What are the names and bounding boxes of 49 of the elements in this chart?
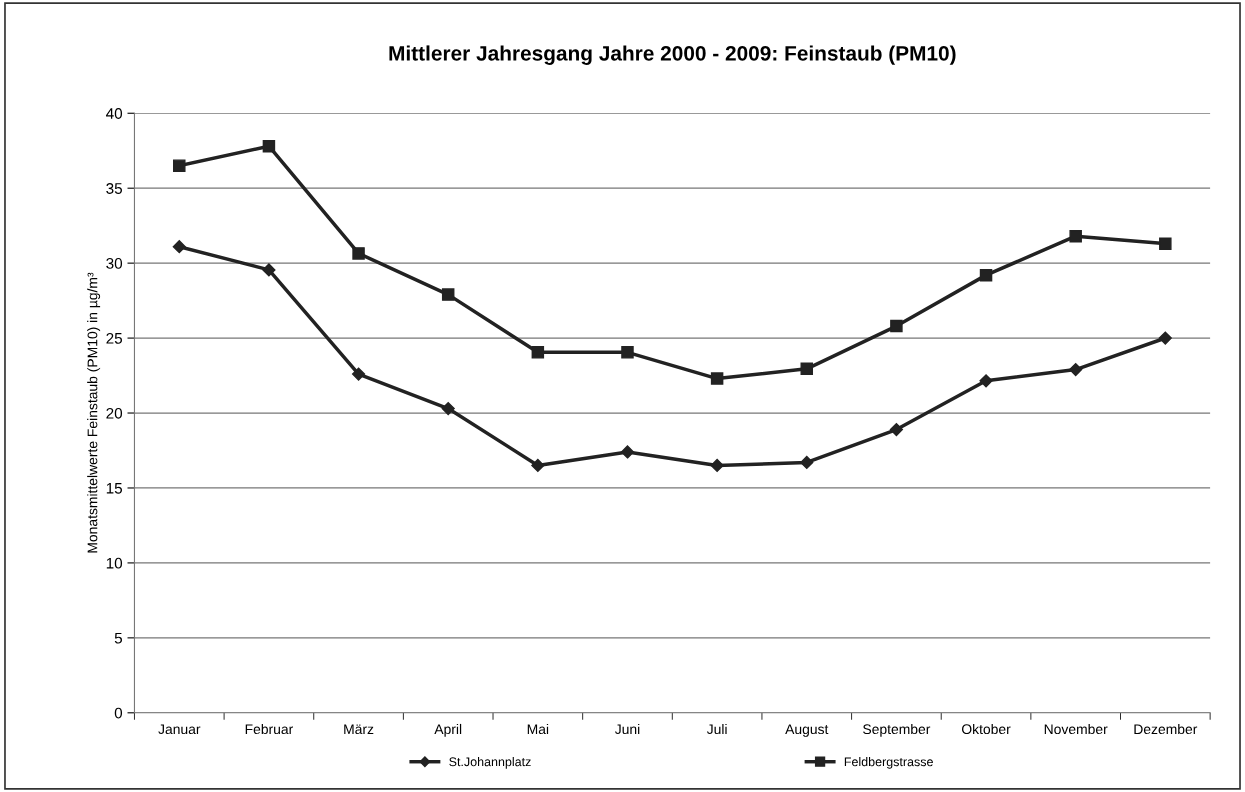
point (441, 401, 455, 416)
point (352, 247, 365, 260)
point (172, 240, 186, 254)
x-tick-label: April (434, 723, 462, 737)
x-tick-label: November (1044, 723, 1108, 735)
point (351, 367, 366, 381)
y-tick-label: 20 (106, 407, 123, 419)
point (531, 346, 545, 359)
point (620, 445, 635, 459)
point (173, 159, 186, 172)
point (441, 288, 455, 301)
point (979, 268, 993, 282)
x-tick-label: Oktober (962, 723, 1011, 735)
point (1159, 237, 1172, 250)
x-tick-label: Dezember (1134, 723, 1198, 735)
x-tick-label: September (863, 723, 931, 737)
x-tick-label: Januar (158, 724, 201, 735)
y-tick-label: 40 (106, 108, 123, 119)
x-tick-label: März (344, 724, 374, 735)
point (979, 374, 993, 388)
y-tick-label: 10 (106, 557, 123, 569)
chart-title: Mittlerer Jahresgang Jahre 2000 - 2009: Feinstaub (PM10) (389, 45, 956, 65)
point (262, 139, 276, 153)
x-tick-label: Juli (706, 723, 727, 735)
y-tick-label: 30 (106, 258, 123, 269)
point (1069, 362, 1083, 377)
point (710, 458, 724, 473)
point (710, 372, 724, 385)
point (1069, 229, 1082, 243)
point (531, 458, 545, 473)
point (800, 362, 814, 376)
legend-label: St.Johannplatz (449, 757, 531, 769)
y-tick-label: 5 (114, 632, 123, 644)
point (1158, 331, 1172, 345)
y-tick-label: 15 (106, 483, 123, 494)
point (890, 319, 903, 333)
point (800, 455, 814, 470)
y-tick-label: 0 (114, 707, 123, 719)
x-tick-label: Februar (245, 723, 294, 735)
point (889, 422, 903, 437)
x-tick-label: Mai (527, 723, 549, 735)
y-axis-title: Monatsmittelwerte Feinstaub (PM10) in µg/m³ (87, 272, 101, 553)
y-tick-label: 25 (106, 332, 123, 344)
legend-label: Feldbergstrasse (844, 757, 933, 769)
x-tick-label: August (785, 724, 829, 737)
x-tick-label: Juni (614, 723, 640, 735)
y-tick-label: 35 (106, 183, 123, 194)
point (621, 346, 634, 359)
point (262, 263, 276, 277)
